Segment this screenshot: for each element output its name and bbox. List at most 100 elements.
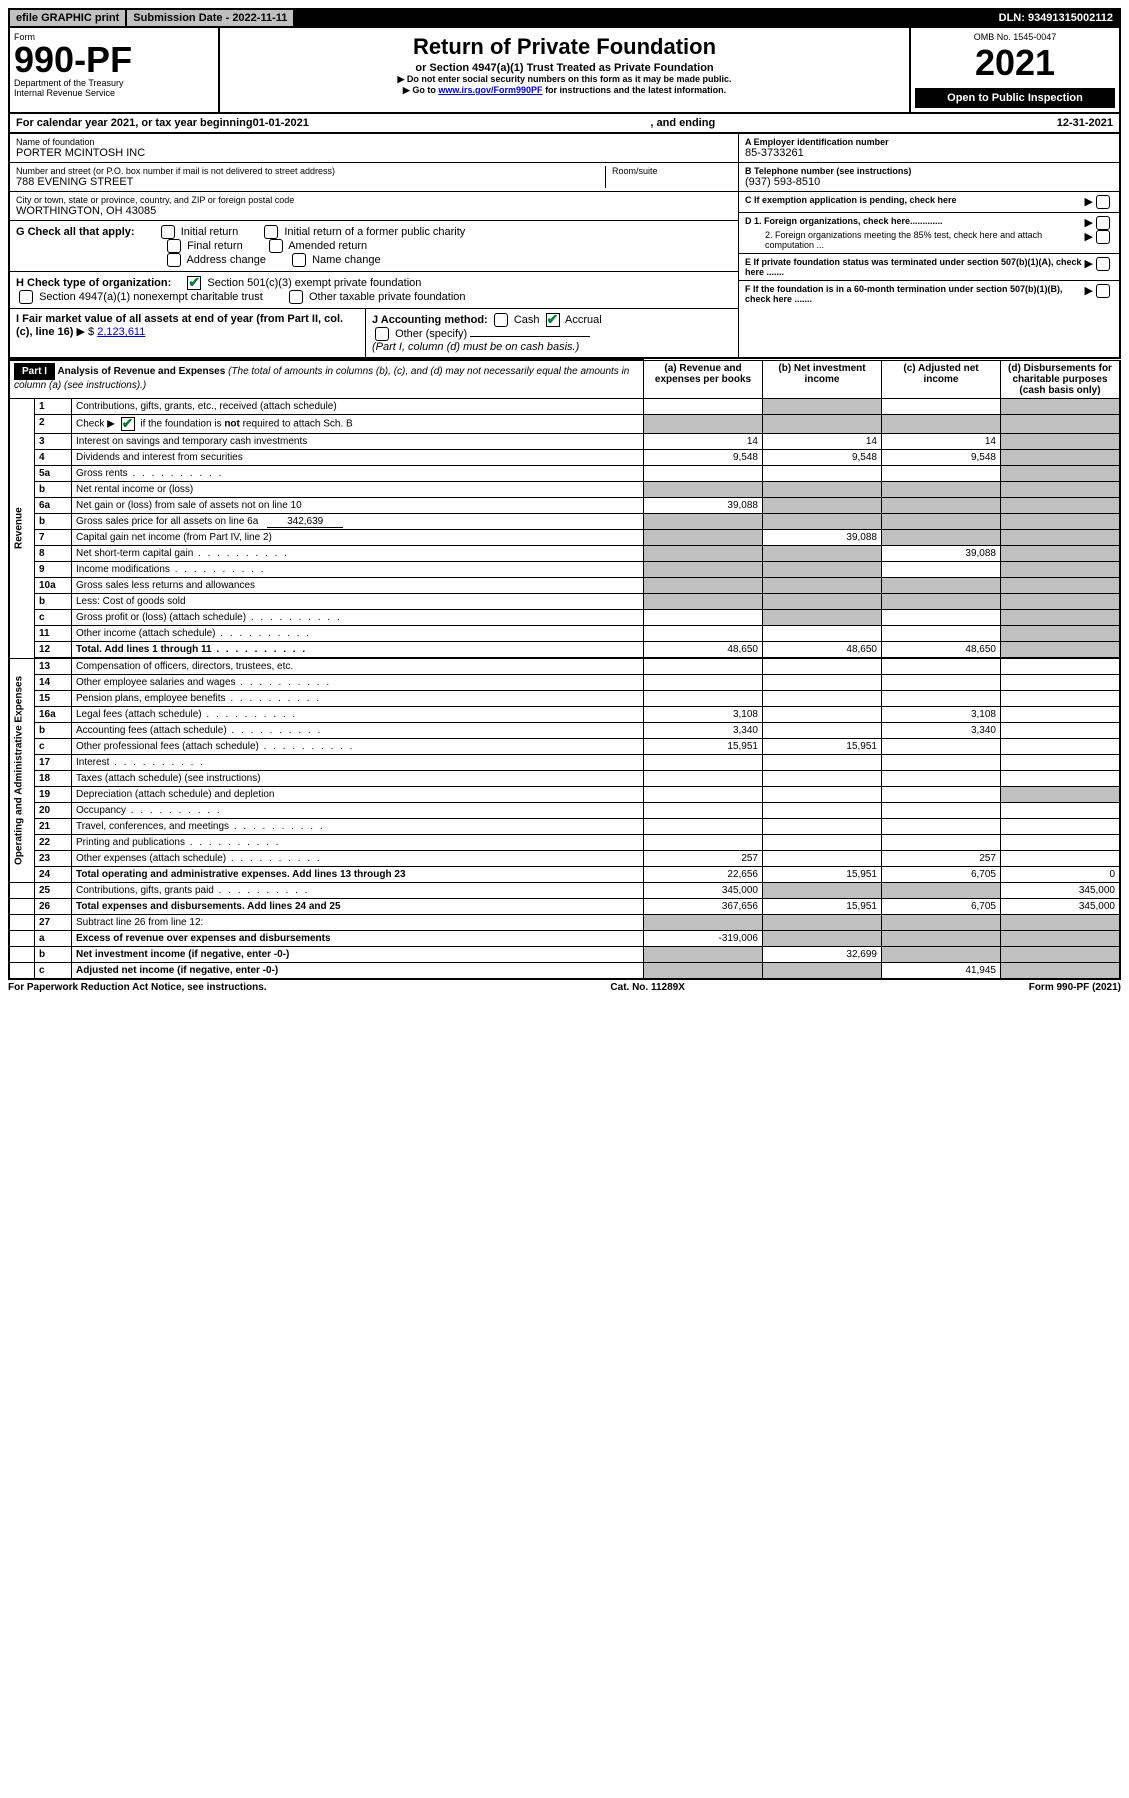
- table-row: c Gross profit or (loss) (attach schedul…: [9, 609, 1120, 625]
- line-no: 15: [35, 690, 72, 706]
- tax-year: 2021: [915, 42, 1115, 84]
- checkbox-85pct-test[interactable]: [1096, 230, 1110, 244]
- checkbox-foreign-org[interactable]: [1096, 216, 1110, 230]
- table-row: 20 Occupancy: [9, 802, 1120, 818]
- arrow-icon: [403, 85, 412, 95]
- form-header: Form 990-PF Department of the Treasury I…: [8, 28, 1121, 114]
- table-row: 19 Depreciation (attach schedule) and de…: [9, 786, 1120, 802]
- checkbox-address-change[interactable]: [167, 253, 181, 267]
- h-opt-2: Section 4947(a)(1) nonexempt charitable …: [39, 291, 263, 303]
- cal-begin: 01-01-2021: [253, 117, 309, 129]
- line-no: 19: [35, 786, 72, 802]
- line-desc: Interest: [72, 754, 644, 770]
- checkbox-initial-former[interactable]: [264, 225, 278, 239]
- line-desc: Less: Cost of goods sold: [72, 593, 644, 609]
- dln-label: DLN: 93491315002112: [993, 10, 1119, 26]
- revenue-side-label: Revenue: [9, 398, 35, 658]
- checkbox-initial-return[interactable]: [161, 225, 175, 239]
- checkbox-accrual[interactable]: [546, 313, 560, 327]
- omb-label: OMB No. 1545-0047: [915, 32, 1115, 42]
- col-d-header: (d) Disbursements for charitable purpose…: [1001, 360, 1121, 398]
- cell-value: 14: [644, 433, 763, 449]
- table-row: 11 Other income (attach schedule): [9, 625, 1120, 641]
- cal-end: 12-31-2021: [1057, 117, 1113, 129]
- line-desc: Gross profit or (loss) (attach schedule): [72, 609, 644, 625]
- cell-value: 367,656: [644, 898, 763, 914]
- checkbox-4947a1[interactable]: [19, 290, 33, 304]
- line-no: 6a: [35, 497, 72, 513]
- checkbox-name-change[interactable]: [292, 253, 306, 267]
- table-row: 8 Net short-term capital gain 39,088: [9, 545, 1120, 561]
- line-desc-post: if the foundation is not required to att…: [140, 418, 352, 429]
- line-no: 5a: [35, 465, 72, 481]
- table-row: 3 Interest on savings and temporary cash…: [9, 433, 1120, 449]
- form-note-1: Do not enter social security numbers on …: [224, 74, 905, 85]
- line-no: 17: [35, 754, 72, 770]
- line-no: 25: [35, 882, 72, 898]
- line-no: 3: [35, 433, 72, 449]
- arrow-icon: [1085, 216, 1093, 230]
- checkbox-final-return[interactable]: [167, 239, 181, 253]
- table-row: 23 Other expenses (attach schedule) 257 …: [9, 850, 1120, 866]
- cell-value: 6,705: [882, 866, 1001, 882]
- fmv-link[interactable]: 2,123,611: [97, 326, 145, 338]
- cell-value: 15,951: [763, 738, 882, 754]
- arrow-icon: [77, 326, 89, 338]
- table-row: b Accounting fees (attach schedule) 3,34…: [9, 722, 1120, 738]
- checkbox-sch-b[interactable]: [121, 417, 135, 431]
- line-desc: Accounting fees (attach schedule): [72, 722, 644, 738]
- table-row: 27 Subtract line 26 from line 12:: [9, 914, 1120, 930]
- line-no: 1: [35, 398, 72, 414]
- line-desc: Interest on savings and temporary cash i…: [72, 433, 644, 449]
- efile-print-button[interactable]: efile GRAPHIC print: [10, 10, 127, 26]
- form990pf-link[interactable]: www.irs.gov/Form990PF: [438, 85, 542, 95]
- entity-info: Name of foundation PORTER MCINTOSH INC N…: [8, 134, 1121, 359]
- line-desc: Contributions, gifts, grants paid: [72, 882, 644, 898]
- h-opt-1: Section 501(c)(3) exempt private foundat…: [207, 277, 421, 289]
- line-desc: Net rental income or (loss): [72, 481, 644, 497]
- submission-date-badge: Submission Date - 2022-11-11: [127, 10, 295, 26]
- line-no: c: [35, 962, 72, 979]
- expenses-side-label: Operating and Administrative Expenses: [9, 658, 35, 882]
- line-desc: Pension plans, employee benefits: [72, 690, 644, 706]
- cal-pre: For calendar year 2021, or tax year begi…: [16, 117, 253, 129]
- checkbox-501c3[interactable]: [187, 276, 201, 290]
- cell-value: 3,340: [644, 722, 763, 738]
- checkbox-other-method[interactable]: [375, 327, 389, 341]
- checkbox-cash[interactable]: [494, 313, 508, 327]
- calendar-year-row: For calendar year 2021, or tax year begi…: [8, 114, 1121, 134]
- part1-table: Part I Analysis of Revenue and Expenses …: [8, 359, 1121, 980]
- line-no: 24: [35, 866, 72, 882]
- line-desc: Legal fees (attach schedule): [72, 706, 644, 722]
- line-desc: Total expenses and disbursements. Add li…: [72, 898, 644, 914]
- table-row: Revenue 1 Contributions, gifts, grants, …: [9, 398, 1120, 414]
- cell-value: 39,088: [882, 545, 1001, 561]
- city-label: City or town, state or province, country…: [16, 195, 732, 205]
- line-desc: Total operating and administrative expen…: [72, 866, 644, 882]
- line-no: 18: [35, 770, 72, 786]
- name-label: Name of foundation: [16, 137, 732, 147]
- checkbox-60mo-termination[interactable]: [1096, 284, 1110, 298]
- line-desc: Depreciation (attach schedule) and deple…: [72, 786, 644, 802]
- g-opt-1: Initial return of a former public charit…: [284, 226, 465, 238]
- form-subtitle: or Section 4947(a)(1) Trust Treated as P…: [224, 62, 905, 74]
- open-inspection-badge: Open to Public Inspection: [915, 88, 1115, 108]
- checkbox-amended-return[interactable]: [269, 239, 283, 253]
- form-title: Return of Private Foundation: [224, 34, 905, 60]
- line-no: 14: [35, 674, 72, 690]
- table-row: 17 Interest: [9, 754, 1120, 770]
- line-no: 8: [35, 545, 72, 561]
- cell-value: 9,548: [644, 449, 763, 465]
- table-row: c Adjusted net income (if negative, ente…: [9, 962, 1120, 979]
- checkbox-other-taxable[interactable]: [289, 290, 303, 304]
- checkbox-exemption-pending[interactable]: [1096, 195, 1110, 209]
- checkbox-status-terminated[interactable]: [1096, 257, 1110, 271]
- line-desc: Other employee salaries and wages: [72, 674, 644, 690]
- line-no: 12: [35, 641, 72, 657]
- d1-label: D 1. Foreign organizations, check here..…: [745, 216, 1085, 230]
- cell-value: 14: [763, 433, 882, 449]
- arrow-icon: [1085, 257, 1093, 277]
- g-opt-2: Final return: [187, 240, 243, 252]
- street-address: 788 EVENING STREET: [16, 176, 605, 188]
- note2-post: for instructions and the latest informat…: [545, 85, 726, 95]
